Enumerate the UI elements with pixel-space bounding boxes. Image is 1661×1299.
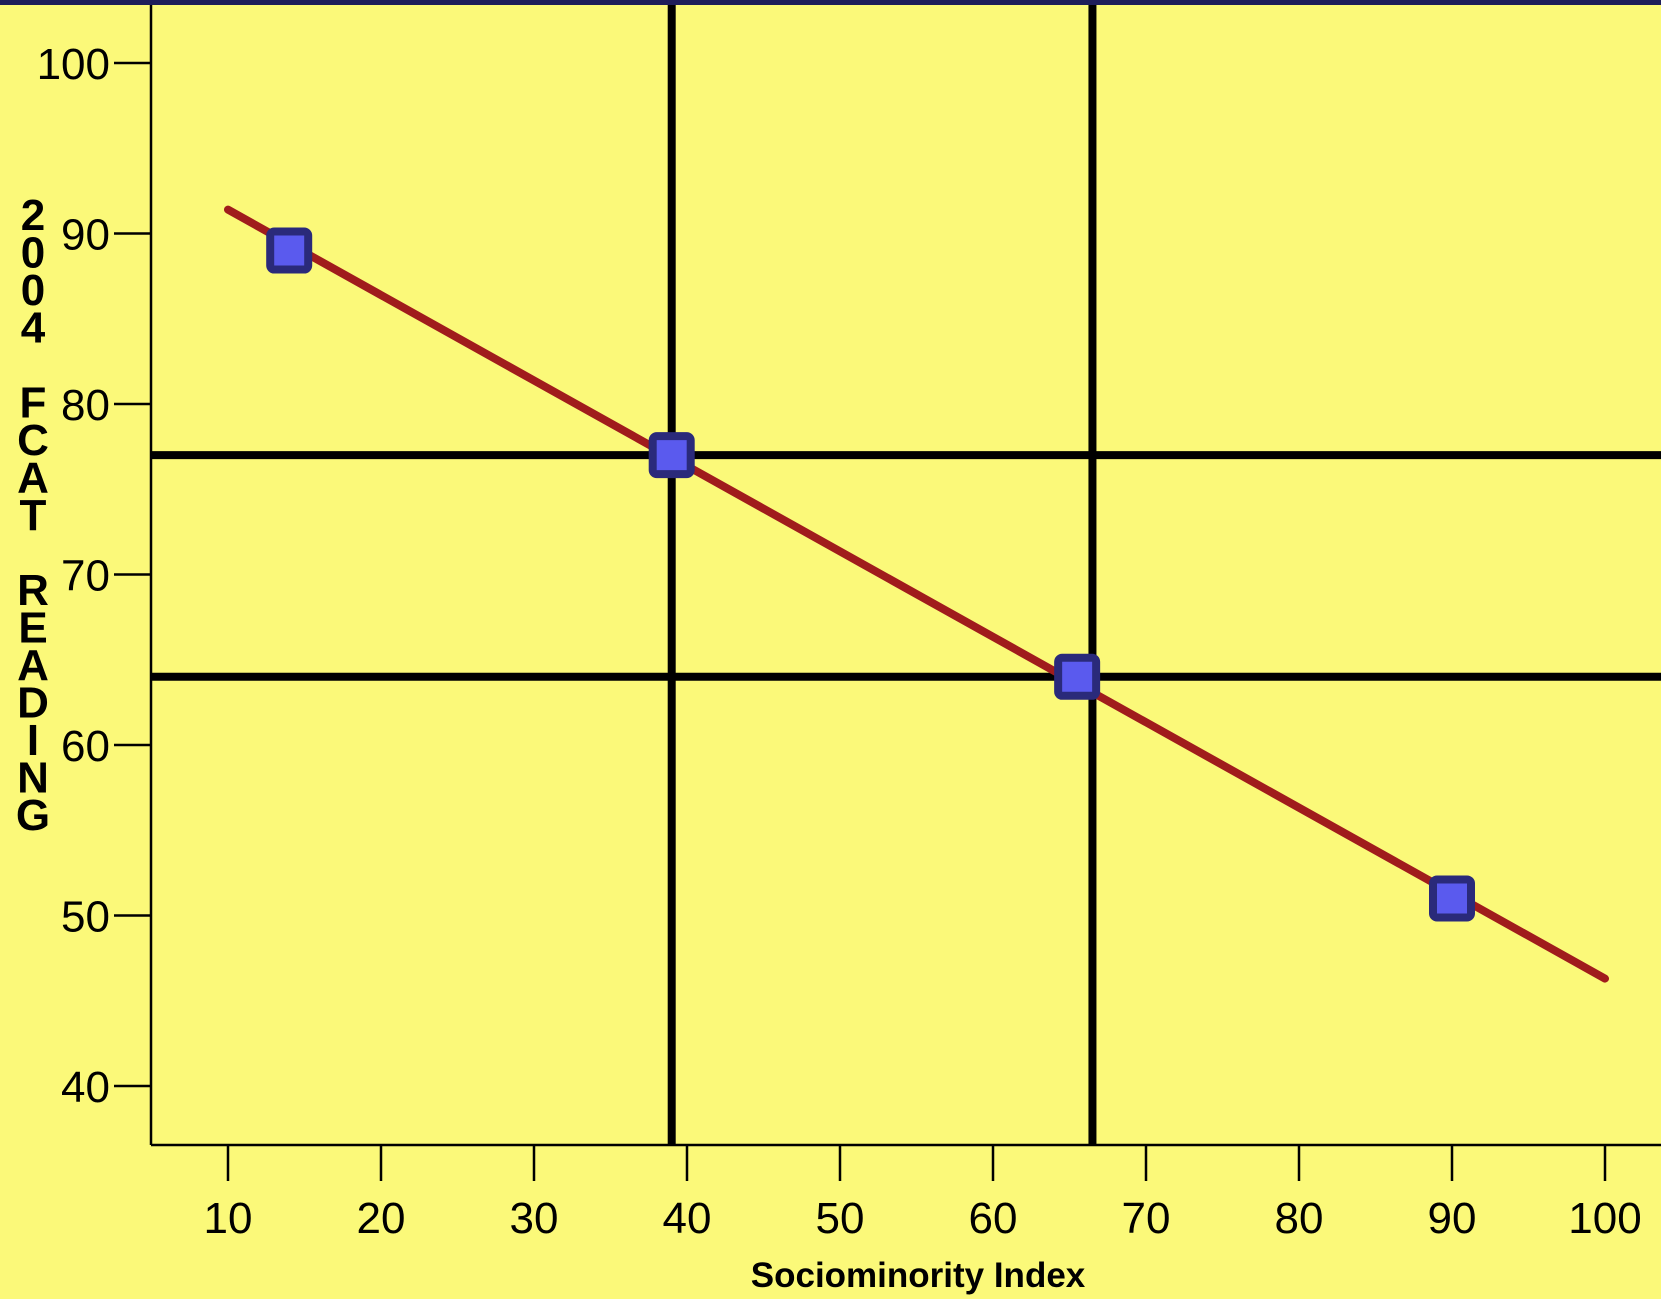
y-tick-label-60: 60	[61, 722, 110, 771]
x-tick-label-10: 10	[204, 1194, 253, 1243]
y-tick-label-80: 80	[61, 381, 110, 430]
x-tick-label-50: 50	[816, 1194, 865, 1243]
y-tick-label-40: 40	[61, 1063, 110, 1112]
data-points	[266, 227, 1475, 922]
data-point-2	[648, 432, 695, 479]
x-tick-label-60: 60	[969, 1194, 1018, 1243]
y-axis-ticks: 40 50 60 70 80 90 100	[37, 40, 151, 1112]
x-tick-label-30: 30	[510, 1194, 559, 1243]
trend-line	[224, 205, 1609, 983]
x-tick-label-40: 40	[663, 1194, 712, 1243]
x-tick-label-90: 90	[1428, 1194, 1477, 1243]
x-axis-title: Sociominority Index	[751, 1256, 1086, 1295]
x-tick-label-80: 80	[1275, 1194, 1324, 1243]
x-tick-label-20: 20	[357, 1194, 406, 1243]
data-point-1	[266, 227, 313, 274]
y-tick-label-90: 90	[61, 211, 110, 260]
y-tick-label-50: 50	[61, 893, 110, 942]
trend-line-group	[224, 205, 1609, 983]
x-axis-ticks: 10 20 30 40 50 60 70 80 90 100	[204, 1145, 1642, 1243]
x-tick-label-100: 100	[1568, 1194, 1641, 1243]
reference-lines	[151, 5, 1661, 1145]
y-tick-label-100: 100	[37, 40, 110, 89]
data-point-3	[1054, 653, 1101, 700]
data-point-4	[1429, 875, 1475, 922]
top-border	[0, 0, 1661, 5]
x-tick-label-70: 70	[1122, 1194, 1171, 1243]
y-tick-label-70: 70	[61, 552, 110, 601]
